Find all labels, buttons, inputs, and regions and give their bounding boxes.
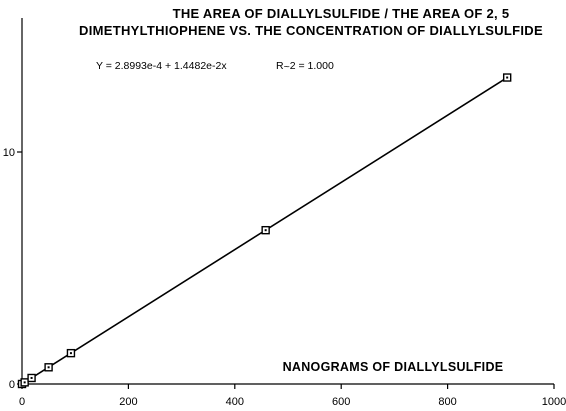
axis-ticks: 0 200 400 600 800 1000 0 10: [3, 147, 566, 408]
data-series: [17, 73, 512, 389]
data-point-center: [264, 229, 267, 232]
x-tick-label: 1000: [542, 396, 566, 408]
y-tick-label: 0: [9, 379, 15, 391]
axes: [21, 18, 554, 385]
y-tick-label: 10: [3, 147, 15, 159]
x-tick-label: 800: [438, 396, 456, 408]
x-tick-label: 600: [332, 396, 350, 408]
chart-title-line-1: THE AREA OF DIALLYLSULFIDE / THE AREA OF…: [173, 6, 510, 21]
data-point-center: [47, 366, 50, 369]
data-point-center: [30, 376, 33, 379]
data-point-center: [69, 352, 72, 355]
r-squared-value: 2 = 1.000: [290, 60, 334, 72]
r-squared-label: R~2 = 1.000: [276, 60, 334, 73]
data-point-center: [23, 381, 26, 384]
x-tick-label: 0: [19, 396, 25, 408]
regression-equation: Y = 2.8993e-4 + 1.4482e-2x: [96, 60, 227, 72]
data-point-center: [506, 76, 509, 79]
chart-title-line-2: DIMETHYLTHIOPHENE VS. THE CONCENTRATION …: [79, 23, 543, 38]
x-axis-label: NANOGRAMS OF DIALLYLSULFIDE: [283, 360, 504, 374]
x-tick-label: 200: [119, 396, 137, 408]
r-squared-tilde: ~: [284, 61, 290, 73]
x-tick-label: 400: [226, 396, 244, 408]
